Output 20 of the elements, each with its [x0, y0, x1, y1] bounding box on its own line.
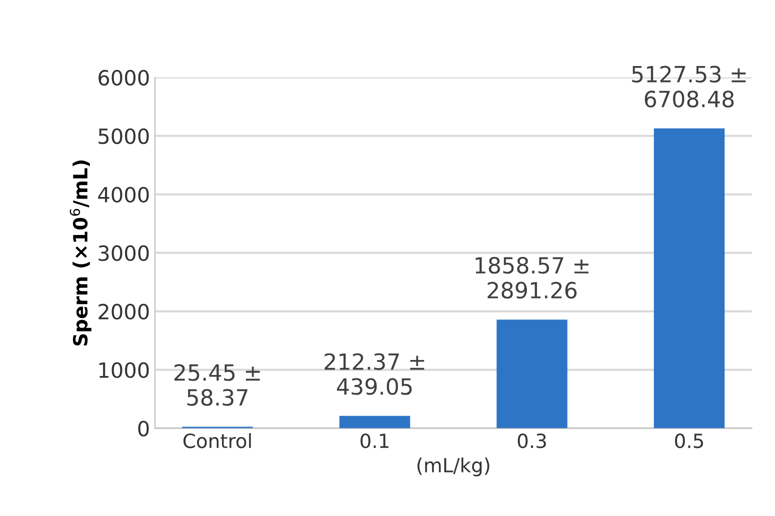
data-label: 212.37 ± 439.05 [324, 353, 424, 395]
y-tick-label: 1000 [99, 362, 149, 378]
y-tick-label: 3000 [98, 245, 149, 262]
y-tick-label: 2000 [98, 304, 149, 320]
x-tick-label: Control [183, 433, 251, 448]
bar [496, 320, 568, 428]
data-label: 25.45 ± 58.37 [174, 364, 260, 406]
y-axis-title: Sperm (×10$^{6}$/mL) [70, 160, 92, 346]
y-tick-label: 0 [138, 420, 149, 436]
y-tick-label: 5000 [98, 128, 149, 144]
x-axis-title: (mL/kg) [417, 458, 490, 476]
x-tick-label: 0.1 [360, 433, 388, 448]
bar [339, 416, 410, 428]
x-tick-label: 0.3 [518, 433, 546, 448]
bar [654, 128, 725, 428]
y-tick-label: 4000 [98, 186, 149, 203]
data-label: 1858.57 ± 2891.26 [476, 256, 588, 299]
x-tick-label: 0.5 [675, 433, 704, 448]
data-label: 5127.53 ± 6708.48 [632, 66, 746, 108]
y-tick-label: 6000 [98, 70, 149, 86]
